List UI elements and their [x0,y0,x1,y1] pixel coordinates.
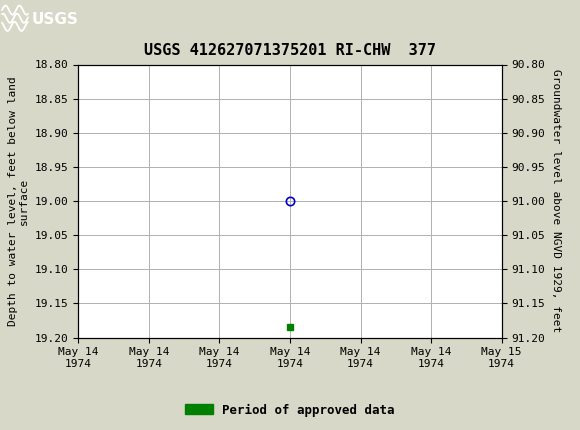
Title: USGS 412627071375201 RI-CHW  377: USGS 412627071375201 RI-CHW 377 [144,43,436,58]
Legend: Period of approved data: Period of approved data [180,399,400,421]
Y-axis label: Groundwater level above NGVD 1929, feet: Groundwater level above NGVD 1929, feet [551,69,561,333]
Y-axis label: Depth to water level, feet below land
surface: Depth to water level, feet below land su… [8,76,29,326]
Text: USGS: USGS [32,12,79,27]
